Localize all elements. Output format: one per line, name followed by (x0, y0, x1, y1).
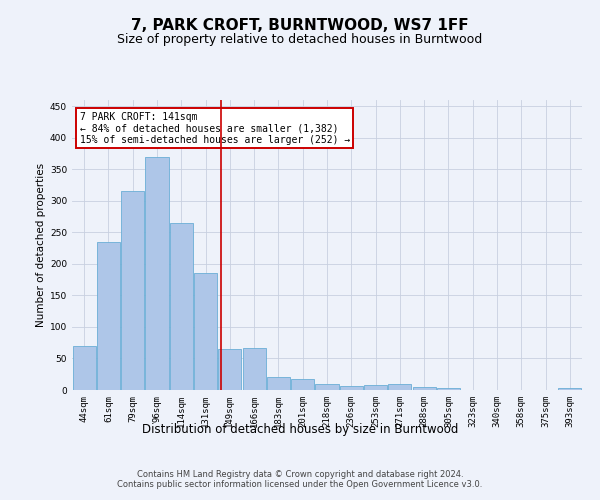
Bar (218, 349, 241, 390)
Bar (340, 386, 363, 390)
Text: Contains public sector information licensed under the Open Government Licence v3: Contains public sector information licen… (118, 480, 482, 489)
Text: 7 PARK CROFT: 141sqm
← 84% of detached houses are smaller (1,382)
15% of semi-de: 7 PARK CROFT: 141sqm ← 84% of detached h… (80, 112, 350, 145)
Bar (291, 378, 314, 390)
Bar (364, 385, 387, 390)
Text: 7, PARK CROFT, BURNTWOOD, WS7 1FF: 7, PARK CROFT, BURNTWOOD, WS7 1FF (131, 18, 469, 32)
Bar (267, 378, 290, 390)
Y-axis label: Number of detached properties: Number of detached properties (36, 163, 46, 327)
Text: Distribution of detached houses by size in Burntwood: Distribution of detached houses by size … (142, 422, 458, 436)
Bar (97, 242, 120, 390)
Bar (194, 274, 217, 390)
Bar (559, 388, 581, 390)
Bar (242, 348, 266, 390)
Bar (121, 192, 144, 390)
Text: Contains HM Land Registry data © Crown copyright and database right 2024.: Contains HM Land Registry data © Crown c… (137, 470, 463, 479)
Bar (413, 387, 436, 390)
Text: Size of property relative to detached houses in Burntwood: Size of property relative to detached ho… (118, 32, 482, 46)
Bar (170, 223, 193, 390)
Bar (388, 384, 412, 390)
Bar (437, 388, 460, 390)
Bar (316, 384, 338, 390)
Bar (73, 346, 95, 390)
Bar (145, 156, 169, 390)
